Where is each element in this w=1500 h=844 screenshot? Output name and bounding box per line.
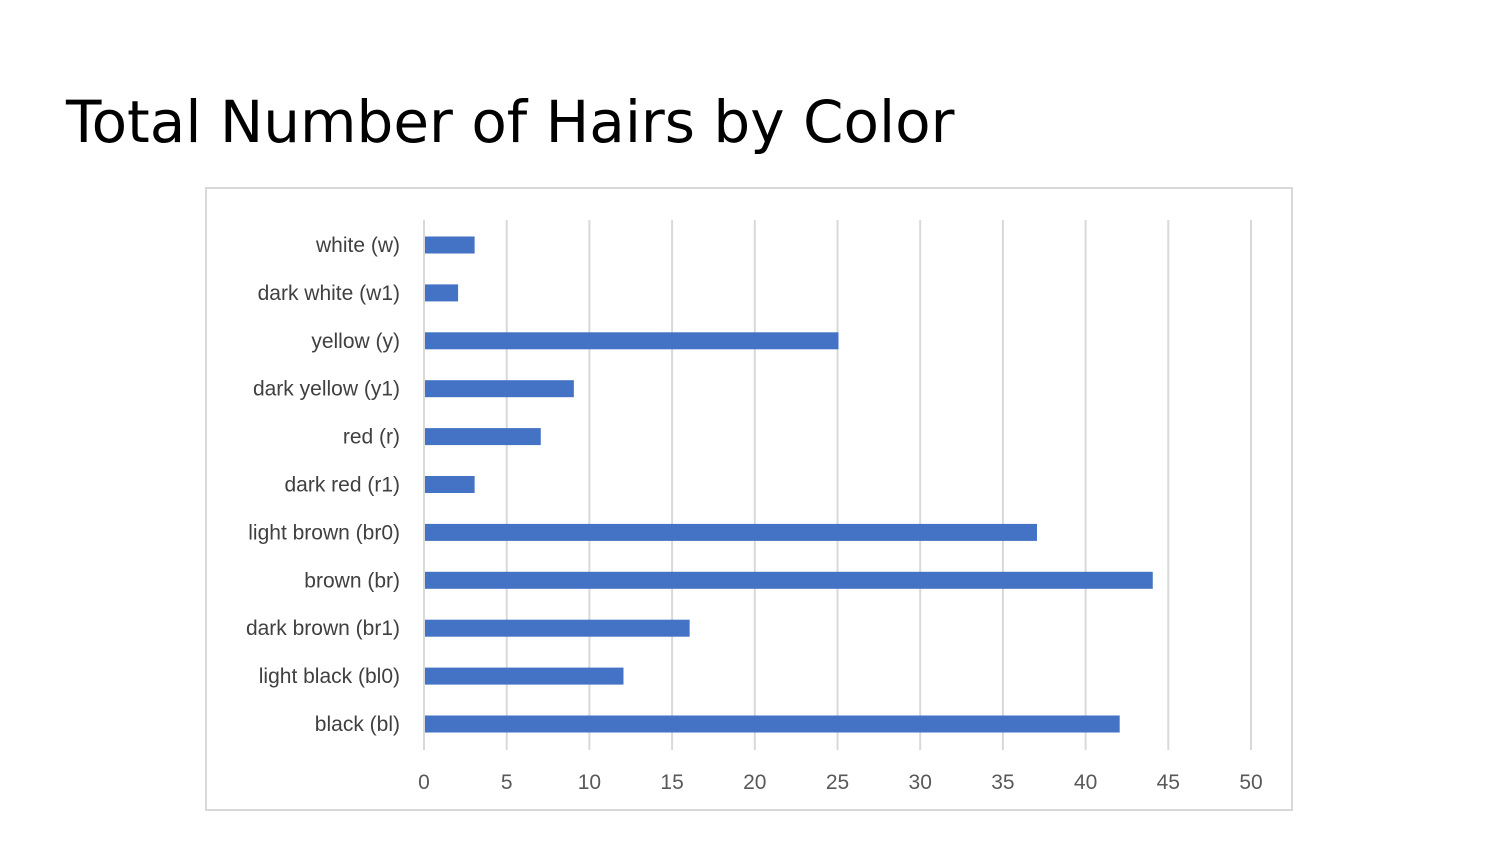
bar (425, 715, 1120, 733)
x-tick-label: 5 (501, 771, 513, 794)
category-label: dark white (w1) (258, 282, 400, 305)
x-tick-label: 20 (743, 771, 766, 794)
x-tick-label: 50 (1239, 771, 1262, 794)
category-label: yellow (y) (311, 330, 400, 353)
bar (425, 476, 475, 493)
x-tick-label: 25 (826, 771, 849, 794)
x-tick-label: 10 (578, 771, 601, 794)
x-tick-label: 0 (418, 771, 430, 794)
bar (425, 619, 690, 637)
gridlines (423, 220, 1252, 750)
category-label: light brown (br0) (248, 521, 400, 544)
x-tick-label: 40 (1074, 771, 1097, 794)
category-label: light black (bl0) (259, 665, 400, 688)
bar (425, 236, 475, 254)
x-tick-label: 30 (909, 771, 932, 794)
bar (425, 332, 839, 350)
bar (425, 428, 541, 446)
bar (425, 380, 574, 398)
bar (425, 571, 1153, 589)
category-labels: white (w) dark white (w1) yellow (y) dark y… (246, 234, 400, 736)
bar (425, 667, 624, 685)
x-tick-labels: 0 5 10 15 20 25 30 35 40 45 50 (418, 771, 1263, 794)
category-label: black (bl) (315, 713, 400, 736)
x-tick-label: 15 (660, 771, 683, 794)
bar (425, 523, 1037, 541)
category-label: brown (br) (304, 569, 400, 592)
bar-chart: white (w) dark white (w1) yellow (y) dark y… (246, 220, 1263, 794)
category-label: dark yellow (y1) (253, 378, 400, 401)
category-label: red (r) (343, 426, 400, 449)
bar (425, 284, 459, 302)
x-tick-label: 45 (1157, 771, 1180, 794)
slide-title: Total Number of Hairs by Color (66, 88, 955, 156)
category-label: dark brown (br1) (246, 617, 400, 640)
x-tick-label: 35 (991, 771, 1014, 794)
category-label: dark red (r1) (284, 474, 400, 497)
category-label: white (w) (315, 234, 400, 257)
chart-area: white (w) dark white (w1) yellow (y) dark y… (205, 187, 1293, 811)
bars (425, 236, 1153, 733)
